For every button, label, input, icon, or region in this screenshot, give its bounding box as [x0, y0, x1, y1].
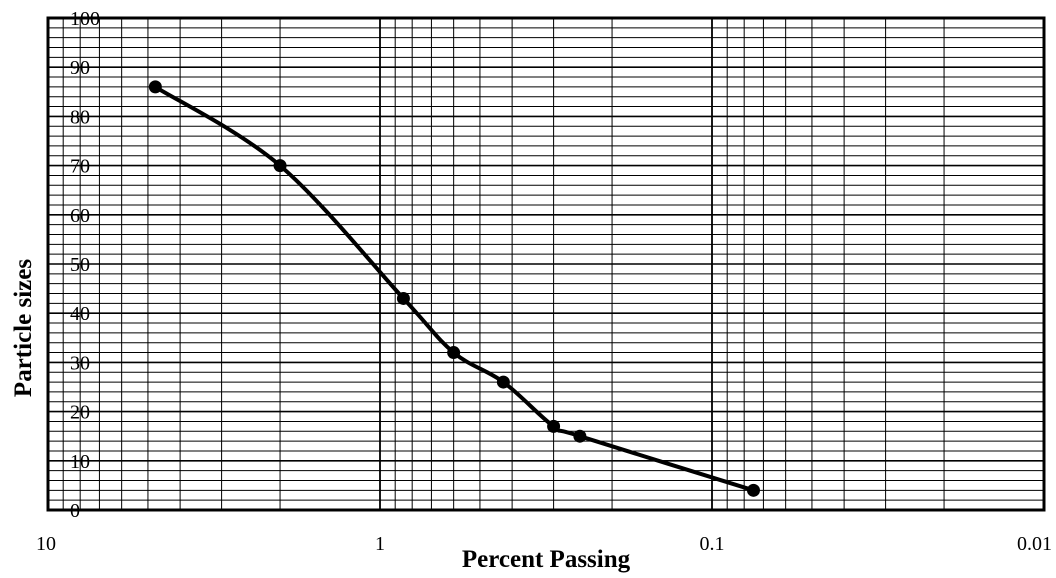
- y-tick-labels: 0 10 20 30 40 50 60 70 80 90 100: [70, 8, 100, 522]
- y-tick-label: 40: [70, 303, 90, 325]
- data-point: [396, 291, 410, 305]
- x-tick-labels: 10 1 0.1 0.01: [36, 533, 1052, 555]
- y-tick-label: 90: [70, 57, 90, 79]
- y-tick-label: 60: [70, 205, 90, 227]
- y-tick-label: 70: [70, 156, 90, 178]
- y-tick-label: 10: [70, 451, 90, 473]
- y-axis-title: Particle sizes: [10, 259, 37, 397]
- data-point: [547, 419, 561, 433]
- x-tick-label: 10: [36, 533, 56, 555]
- x-tick-label: 0.01: [1017, 533, 1052, 555]
- minor-grid: [48, 18, 1044, 510]
- series-layer: [148, 80, 760, 497]
- data-point: [573, 429, 587, 443]
- data-point: [496, 375, 510, 389]
- data-point: [148, 80, 162, 94]
- x-tick-label: 0.1: [700, 533, 725, 555]
- data-point: [447, 346, 461, 360]
- plot-frame: [46, 16, 1046, 512]
- y-tick-label: 20: [70, 402, 90, 424]
- y-tick-label: 50: [70, 254, 90, 276]
- y-tick-label: 80: [70, 106, 90, 128]
- x-axis-title: Percent Passing: [462, 546, 631, 573]
- x-tick-label: 1: [375, 533, 385, 555]
- data-point: [273, 159, 287, 173]
- y-tick-label: 100: [70, 8, 100, 30]
- y-tick-label: 30: [70, 352, 90, 374]
- data-point: [746, 483, 760, 497]
- y-tick-label: 0: [70, 500, 80, 522]
